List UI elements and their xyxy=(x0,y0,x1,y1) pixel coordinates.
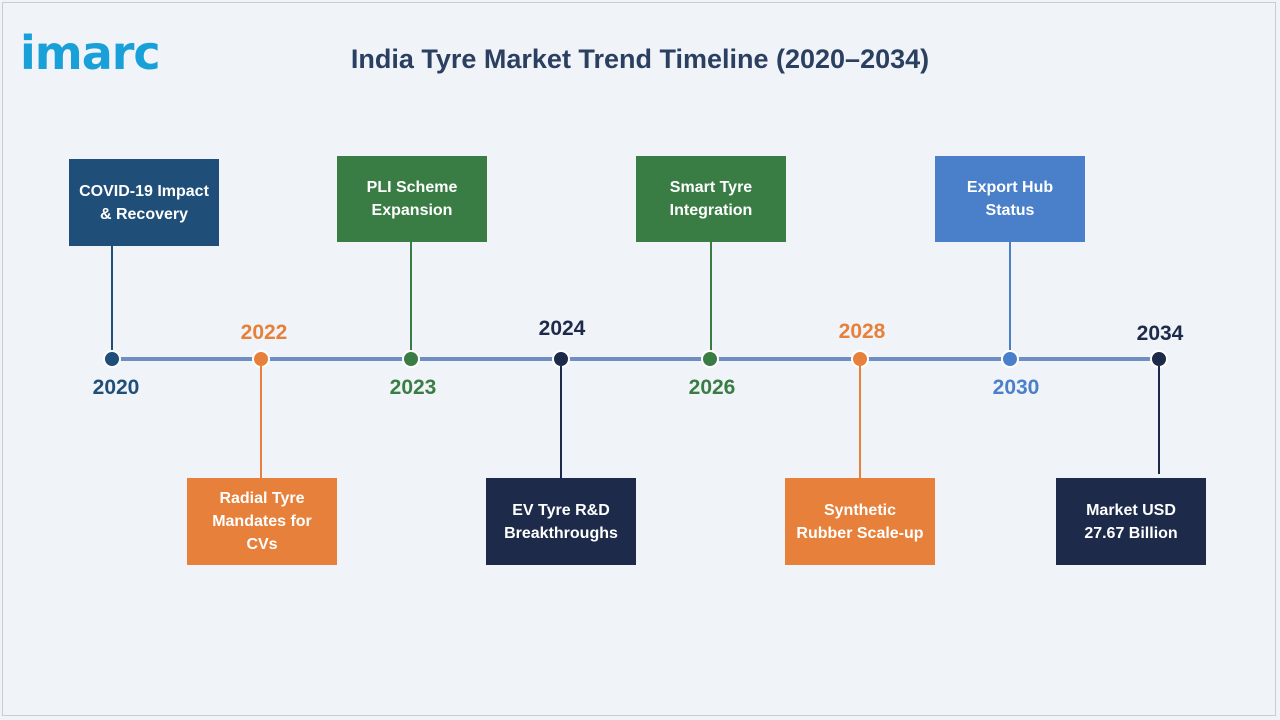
timeline-dot-2023 xyxy=(402,350,420,368)
year-label-2024: 2024 xyxy=(538,317,586,340)
milestone-box-2022: Radial Tyre Mandates for CVs xyxy=(187,478,337,565)
timeline-dot-2020 xyxy=(103,350,121,368)
milestone-label: Export Hub Status xyxy=(966,179,1054,219)
milestone-label: PLI Scheme Expansion xyxy=(366,179,458,219)
connector-2020 xyxy=(111,245,113,353)
milestone-box-2024: EV Tyre R&D Breakthroughs xyxy=(486,478,636,565)
connector-2034 xyxy=(1158,366,1160,474)
timeline-dot-2026 xyxy=(701,350,719,368)
year-label-2034: 2034 xyxy=(1136,322,1184,345)
connector-2030 xyxy=(1009,241,1011,353)
connector-2024 xyxy=(560,366,562,479)
milestone-label: Radial Tyre Mandates for CVs xyxy=(212,490,312,553)
year-label-2026: 2026 xyxy=(688,376,736,399)
timeline-dot-2030 xyxy=(1001,350,1019,368)
year-label-2028: 2028 xyxy=(838,320,886,343)
milestone-label: Smart Tyre Integration xyxy=(669,179,753,219)
milestone-box-2026: Smart Tyre Integration xyxy=(636,156,786,242)
connector-2022 xyxy=(260,366,262,479)
milestone-box-2034: Market USD 27.67 Billion xyxy=(1056,478,1206,565)
year-label-2022: 2022 xyxy=(240,321,288,344)
timeline-axis xyxy=(112,357,1160,361)
connector-2026 xyxy=(710,241,712,353)
milestone-label: Market USD 27.67 Billion xyxy=(1084,501,1178,542)
milestone-box-2028: Synthetic Rubber Scale-up xyxy=(785,478,935,565)
imarc-logo: imarc xyxy=(20,26,161,80)
milestone-box-2020: COVID-19 Impact & Recovery xyxy=(69,159,219,246)
milestone-label: Synthetic Rubber Scale-up xyxy=(796,501,924,542)
year-label-2020: 2020 xyxy=(92,376,140,399)
year-label-2030: 2030 xyxy=(992,376,1040,399)
milestone-label: COVID-19 Impact & Recovery xyxy=(79,182,209,223)
milestone-box-2023: PLI Scheme Expansion xyxy=(337,156,487,242)
page-title: India Tyre Market Trend Timeline (2020–2… xyxy=(350,44,930,74)
connector-2028 xyxy=(859,366,861,479)
milestone-box-2030: Export Hub Status xyxy=(935,156,1085,242)
connector-2023 xyxy=(410,241,412,353)
milestone-label: EV Tyre R&D Breakthroughs xyxy=(504,501,618,542)
year-label-2023: 2023 xyxy=(389,376,437,399)
